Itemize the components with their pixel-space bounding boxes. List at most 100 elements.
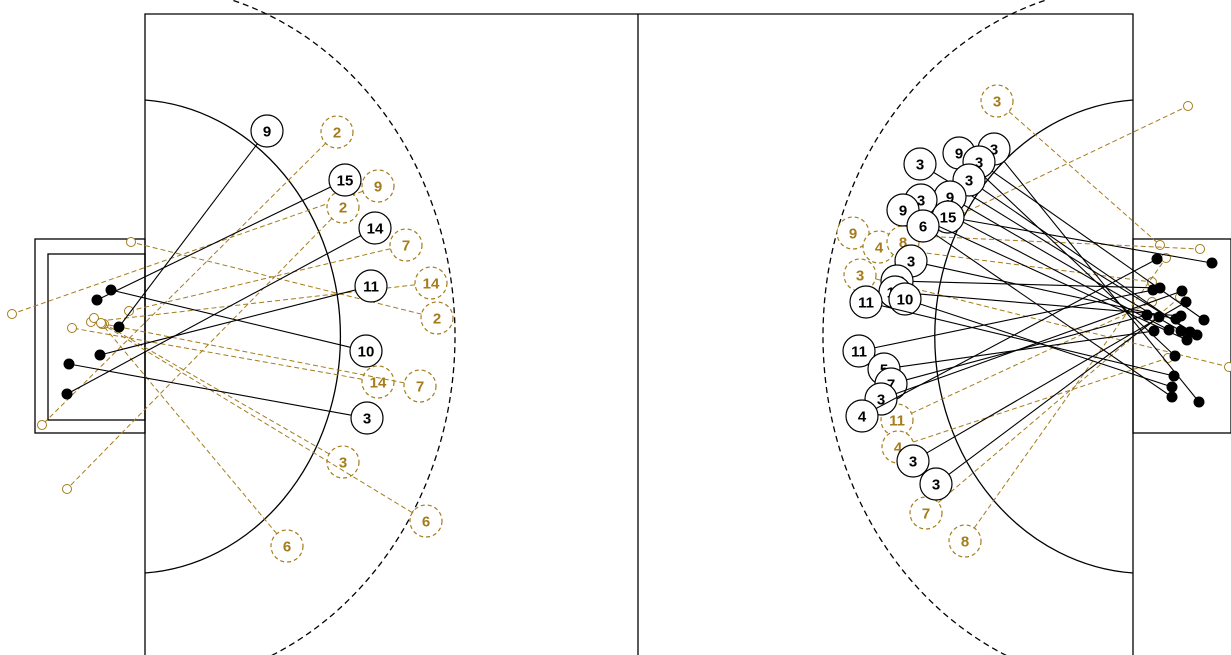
shot-path-line bbox=[917, 216, 1188, 341]
shot-path-line bbox=[875, 258, 1158, 409]
shooter-number-label: 7 bbox=[887, 377, 895, 394]
scored-end-dot bbox=[1141, 309, 1153, 321]
right-made-shot: 4 bbox=[845, 253, 1163, 433]
shot-path-line bbox=[868, 233, 1201, 250]
shot-path-line bbox=[1008, 111, 1161, 246]
shooter-number-label: 8 bbox=[961, 534, 969, 551]
right-made-shot: 3 bbox=[896, 296, 1192, 478]
left-made-shot: 10 bbox=[105, 284, 383, 368]
left-missed-shot: 14 bbox=[86, 266, 448, 327]
right-made-shot: 10 bbox=[888, 282, 1178, 393]
missed-end-dot bbox=[96, 318, 106, 328]
right-made-shot: 11 bbox=[842, 284, 1159, 368]
right-missed-shot: 9 bbox=[836, 216, 1205, 254]
shooter-number-label: 2 bbox=[333, 125, 341, 142]
right-inner-arc bbox=[934, 99, 1133, 574]
right-made-shot: 3 bbox=[952, 163, 1196, 338]
scored-end-dot bbox=[63, 358, 75, 370]
shooter-number-label: 3 bbox=[339, 455, 347, 472]
shooter-number-label: 9 bbox=[849, 226, 857, 243]
shooter-number-label: 4 bbox=[858, 409, 867, 426]
shot-origin-marker bbox=[320, 115, 354, 149]
shot-path-line bbox=[906, 314, 1148, 381]
right-missed-shot: 7 bbox=[909, 292, 1185, 530]
shot-origin-marker bbox=[836, 216, 870, 250]
shooter-number-label: 3 bbox=[993, 94, 1001, 111]
scored-end-dot bbox=[94, 349, 106, 361]
shot-origin-marker bbox=[354, 269, 388, 303]
scored-end-dot bbox=[1180, 296, 1192, 308]
right-made-shot: 6 bbox=[906, 209, 1178, 403]
shooter-number-label: 11 bbox=[889, 413, 905, 430]
shooter-number-label: 2 bbox=[339, 200, 347, 217]
shot-origin-marker bbox=[909, 496, 943, 530]
left-missed-shot: 2 bbox=[62, 190, 360, 494]
shot-origin-marker bbox=[903, 147, 937, 181]
shooter-number-label: 4 bbox=[894, 440, 903, 457]
shot-path-line bbox=[933, 171, 1198, 336]
missed-end-dot bbox=[1183, 101, 1193, 111]
scored-end-dot bbox=[1176, 285, 1188, 297]
scored-end-dot bbox=[105, 284, 117, 296]
shot-path-line bbox=[991, 170, 1205, 321]
missed-end-dot bbox=[37, 420, 47, 430]
scored-end-dot bbox=[1151, 253, 1163, 265]
shot-origin-marker bbox=[328, 163, 362, 197]
missed-end-dot bbox=[1195, 244, 1205, 254]
shot-origin-marker bbox=[919, 467, 953, 501]
shot-path-line bbox=[910, 292, 1182, 317]
scored-end-dot bbox=[1175, 310, 1187, 322]
missed-end-dot bbox=[1224, 362, 1231, 372]
shot-path-line bbox=[100, 322, 278, 535]
scored-end-dot bbox=[1147, 284, 1159, 296]
shot-origin-marker bbox=[326, 445, 360, 479]
shot-path-line bbox=[913, 357, 1169, 443]
shooter-number-label: 6 bbox=[919, 219, 927, 236]
scored-end-dot bbox=[1168, 370, 1180, 382]
shot-path-line bbox=[963, 219, 1213, 264]
shot-origin-marker bbox=[849, 285, 883, 319]
shot-origin-marker bbox=[980, 84, 1014, 118]
shot-path-line bbox=[128, 248, 391, 312]
shot-path-line bbox=[41, 142, 327, 426]
left-inner-arc bbox=[145, 99, 342, 574]
left-made-shot: 3 bbox=[63, 358, 384, 435]
scored-end-dot bbox=[1169, 350, 1181, 362]
shot-path-line bbox=[911, 301, 1153, 414]
shooter-number-label: 3 bbox=[965, 173, 973, 190]
shot-path-line bbox=[11, 190, 364, 315]
left-goal-box-inner bbox=[47, 253, 146, 421]
shooter-number-label: 9 bbox=[955, 146, 963, 163]
missed-end-dot bbox=[89, 313, 99, 323]
shot-path-line bbox=[96, 186, 331, 301]
right-missed-shot: 3 bbox=[843, 258, 1231, 372]
shooter-number-label: 2 bbox=[433, 311, 441, 328]
shot-path-line bbox=[895, 290, 1183, 395]
shot-path-line bbox=[926, 301, 1187, 454]
missed-end-dot bbox=[7, 309, 17, 319]
shooter-number-label: 6 bbox=[422, 514, 430, 531]
scored-end-dot bbox=[1153, 311, 1165, 323]
shooter-number-label: 3 bbox=[932, 477, 940, 494]
left-missed-shot: 3 bbox=[89, 313, 360, 479]
shot-origin-marker bbox=[270, 529, 304, 563]
shooter-number-label: 14 bbox=[367, 221, 384, 238]
left-missed-shot: 2 bbox=[37, 115, 354, 430]
shooter-number-label: 14 bbox=[370, 375, 387, 392]
shot-path-line bbox=[68, 363, 352, 416]
shot-path-line bbox=[881, 305, 1175, 377]
shot-origin-marker bbox=[409, 504, 443, 538]
shot-path-line bbox=[71, 327, 363, 380]
missed-end-dot bbox=[1155, 240, 1165, 250]
scored-end-dot bbox=[1166, 381, 1178, 393]
shot-path-line bbox=[93, 317, 330, 455]
shot-origin-marker bbox=[948, 524, 982, 558]
right-made-shot: 3 bbox=[919, 311, 1165, 501]
shot-path-line bbox=[118, 143, 258, 328]
shot-path-line bbox=[99, 289, 356, 356]
missed-end-dot bbox=[124, 306, 134, 316]
shot-origin-marker bbox=[888, 282, 922, 316]
shooter-number-label: 10 bbox=[897, 292, 914, 309]
